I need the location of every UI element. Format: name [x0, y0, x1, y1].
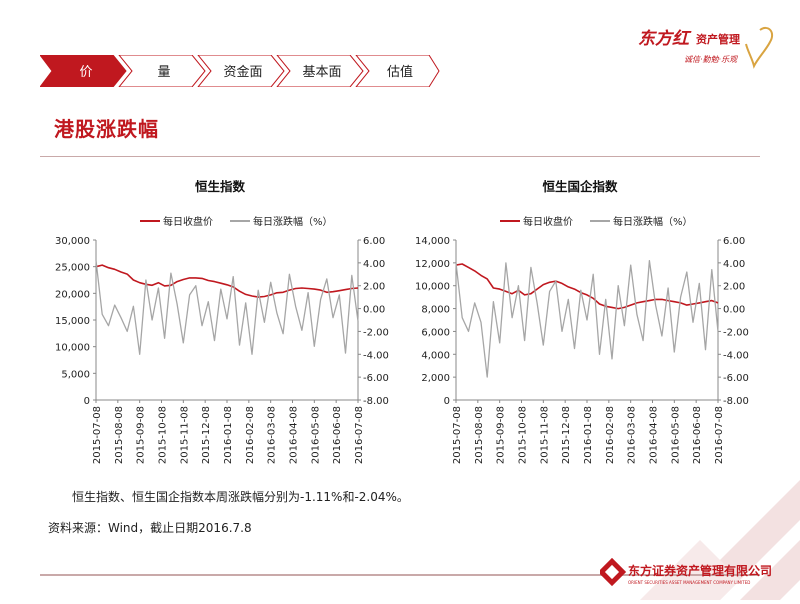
hsi-left-tick-label: 10,000	[55, 343, 90, 354]
hsi-right-tick-label: -4.00	[363, 350, 389, 361]
tab-volume[interactable]: 量	[117, 54, 206, 88]
hsi-right-tick-label: -8.00	[363, 396, 389, 407]
page-title: 港股涨跌幅	[54, 117, 159, 141]
tab-valuation-label: 估值	[387, 64, 413, 80]
hscei-right-tick-label: 4.00	[723, 259, 745, 270]
hscei-chart: 恒生国企指数 每日收盘价 每日涨跌幅（%） 0 2,000 4,000 6,000 8,00…	[400, 170, 760, 490]
hscei-x-tick-label: 2015-12-08	[561, 406, 572, 464]
hscei-left-tick-label: 6,000	[421, 327, 450, 338]
tab-funding[interactable]: 资金面	[196, 54, 285, 88]
hscei-right-tick-label: -8.00	[723, 396, 749, 407]
hscei-right-tick-label: -2.00	[723, 327, 749, 338]
tab-fundamentals[interactable]: 基本面	[275, 54, 364, 88]
hsi-left-tick-label: 20,000	[55, 289, 90, 300]
hscei-chart-title: 恒生国企指数	[542, 179, 618, 194]
logo-brand-sub: 资产管理	[696, 32, 740, 46]
hscei-x-tick-label: 2016-04-08	[649, 406, 660, 464]
hsi-x-tick-label: 2016-03-08	[267, 406, 278, 464]
footer-company-name: 东方证券资产管理有限公司	[628, 563, 772, 578]
hscei-x-tick-label: 2016-07-08	[714, 406, 725, 464]
hscei-left-tick-label: 8,000	[421, 305, 450, 316]
tab-funding-label: 资金面	[223, 64, 262, 80]
hscei-x-tick-label: 2015-11-08	[539, 406, 550, 464]
hscei-left-tick-label: 10,000	[415, 282, 450, 293]
company-emblem-icon	[597, 557, 627, 587]
hsi-right-tick-label: 6.00	[363, 236, 385, 247]
hscei-daily-change-line	[455, 259, 719, 378]
hscei-x-tick-label: 2015-09-08	[496, 406, 507, 464]
tab-valuation[interactable]: 估值	[354, 54, 440, 88]
hscei-x-tick-label: 2016-05-08	[670, 406, 681, 464]
hscei-left-tick-label: 2,000	[421, 373, 450, 384]
hsi-x-tick-label: 2016-06-08	[332, 406, 343, 464]
hsi-left-tick-label: 30,000	[55, 236, 90, 247]
hscei-left-tick-label: 12,000	[415, 259, 450, 270]
hsi-x-tick-label: 2016-04-08	[289, 406, 300, 464]
hsi-chart-svg: 每日收盘价 每日涨跌幅（%） 0 5,000 10,000 15,000 20,000 25,…	[55, 215, 389, 464]
logo-brand-name: 东方红	[638, 29, 692, 49]
hsi-x-tick-label: 2015-11-08	[179, 406, 190, 464]
tab-volume-label: 量	[157, 65, 170, 80]
hsi-left-tick-label: 15,000	[55, 316, 90, 327]
hsi-left-tick-label: 5,000	[61, 369, 90, 380]
hsi-x-tick-label: 2015-07-08	[92, 406, 103, 464]
hsi-left-tick-label: 0	[84, 396, 90, 407]
hscei-x-tick-label: 2016-01-08	[583, 406, 594, 464]
tab-fundamentals-label: 基本面	[302, 65, 341, 80]
footer-logo: 东方证券资产管理有限公司 ORIENT SECURITIES ASSET MAN…	[597, 557, 785, 588]
hscei-legend-change-label: 每日涨跌幅（%）	[613, 215, 693, 228]
hscei-left-tick-label: 0	[444, 396, 450, 407]
hscei-right-tick-label: 0.00	[723, 305, 745, 316]
hscei-left-tick-label: 4,000	[421, 350, 450, 361]
decorative-watermark	[640, 420, 800, 600]
hscei-x-tick-label: 2015-10-08	[518, 406, 529, 464]
weekly-change-note: 恒生指数、恒生国企指数本周涨跌幅分别为-1.11%和-2.04%。	[72, 490, 409, 504]
hsi-right-tick-label: -6.00	[363, 373, 389, 384]
footer-company-sub: ORIENT SECURITIES ASSET MANAGEMENT COMPA…	[628, 580, 750, 585]
footer-divider	[40, 574, 760, 576]
hsi-daily-change-line	[95, 260, 359, 355]
title-divider	[40, 156, 760, 157]
hsi-x-tick-label: 2016-02-08	[245, 406, 256, 464]
hsi-legend-close-label: 每日收盘价	[163, 215, 213, 228]
hsi-x-tick-label: 2016-05-08	[310, 406, 321, 464]
hsi-right-tick-label: 2.00	[363, 282, 385, 293]
hsi-left-tick-label: 25,000	[55, 263, 90, 274]
hscei-right-tick-label: 2.00	[723, 282, 745, 293]
hscei-right-tick-label: 6.00	[723, 236, 745, 247]
company-logo: 东方红 资产管理 诚信·勤勉·乐观	[638, 22, 778, 72]
hscei-right-tick-label: -6.00	[723, 373, 749, 384]
hscei-right-tick-label: -4.00	[723, 350, 749, 361]
logo-slogan: 诚信·勤勉·乐观	[684, 55, 738, 64]
hsi-x-tick-label: 2016-07-08	[354, 406, 365, 464]
heart-icon	[745, 26, 774, 69]
data-source: 资料来源：Wind，截止日期2016.7.8	[48, 521, 252, 535]
hsi-x-tick-label: 2016-01-08	[223, 406, 234, 464]
hscei-x-tick-label: 2016-06-08	[692, 406, 703, 464]
hscei-left-tick-label: 14,000	[415, 236, 450, 247]
tab-price-label: 价	[79, 65, 92, 80]
hscei-x-tick-label: 2015-07-08	[452, 406, 463, 464]
hscei-x-tick-label: 2016-02-08	[605, 406, 616, 464]
hscei-x-tick-label: 2016-03-08	[627, 406, 638, 464]
hsi-chart-title: 恒生指数	[194, 179, 245, 194]
hsi-right-tick-label: 0.00	[363, 305, 385, 316]
hscei-x-tick-label: 2015-08-08	[474, 406, 485, 464]
hsi-legend-change-label: 每日涨跌幅（%）	[253, 215, 333, 228]
hsi-x-tick-label: 2015-12-08	[201, 406, 212, 464]
tab-bar: 价 量 资金面 基本面 估值	[39, 54, 440, 88]
hsi-x-tick-label: 2015-10-08	[158, 406, 169, 464]
hsi-chart: 恒生指数 每日收盘价 每日涨跌幅（%） 0 5,000 10,000 15,000 20,0…	[40, 170, 400, 490]
hsi-x-tick-label: 2015-09-08	[136, 406, 147, 464]
hsi-close-price-line	[95, 264, 359, 298]
hscei-close-price-line	[455, 263, 719, 310]
hsi-right-tick-label: 4.00	[363, 259, 385, 270]
hscei-chart-svg: 每日收盘价 每日涨跌幅（%） 0 2,000 4,000 6,000 8,000 10,000…	[415, 215, 749, 464]
hscei-legend-close-label: 每日收盘价	[523, 215, 573, 228]
hsi-x-tick-label: 2015-08-08	[114, 406, 125, 464]
tab-price[interactable]: 价	[39, 54, 127, 88]
hsi-right-tick-label: -2.00	[363, 327, 389, 338]
